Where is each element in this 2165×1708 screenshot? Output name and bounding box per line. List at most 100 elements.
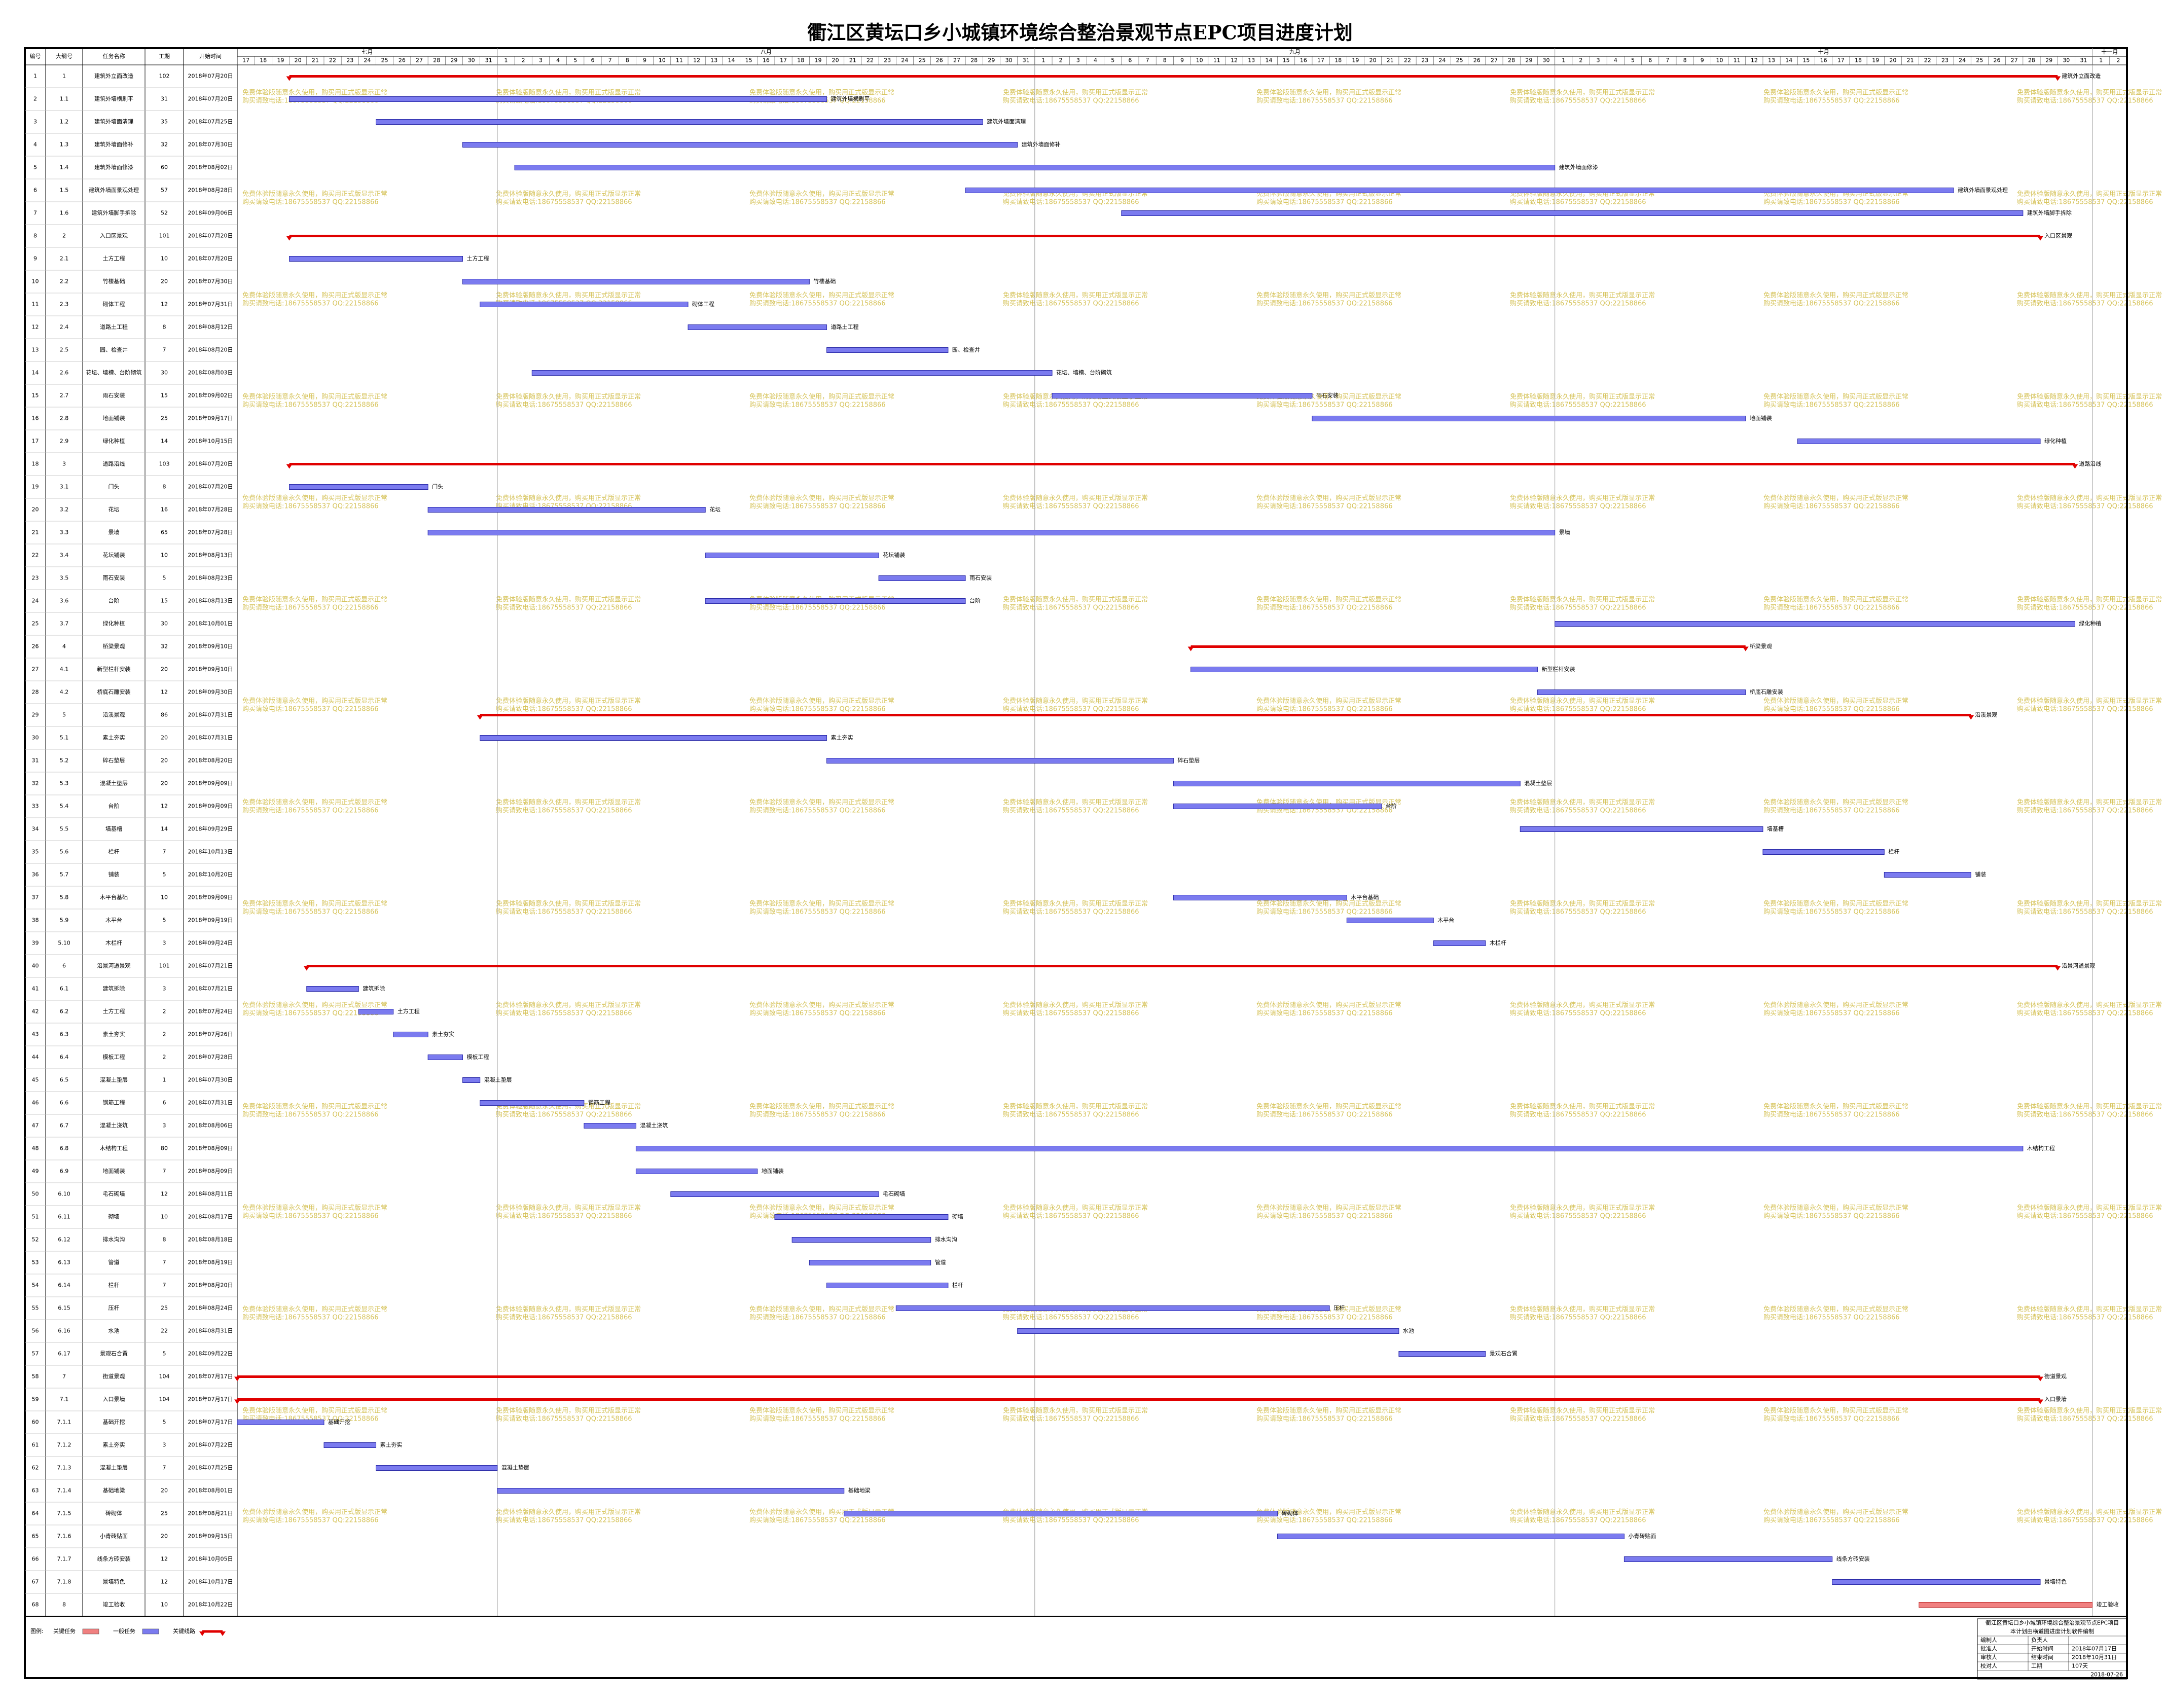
- cell-start: 2018年08月02日: [188, 164, 233, 171]
- cell-start: 2018年07月17日: [188, 1419, 233, 1426]
- watermark: 免费体验版随意永久使用，购买用正式版显示正常: [1003, 1407, 1148, 1415]
- cell-start: 2018年08月13日: [188, 552, 233, 559]
- day-label: 19: [1352, 57, 1359, 64]
- cell-id: 8: [33, 233, 37, 239]
- day-label: 3: [1076, 57, 1080, 64]
- cell-duration: 20: [161, 1487, 168, 1494]
- summary-end: [303, 966, 310, 971]
- cell-start: 2018年07月20日: [188, 95, 233, 102]
- day-label: 15: [745, 57, 752, 64]
- info-cell: 编制人: [1980, 1637, 1997, 1644]
- legend-label: 关键线路: [173, 1627, 195, 1634]
- cell-name: 景观石合置: [100, 1350, 128, 1357]
- day-label: 5: [573, 57, 577, 64]
- cell-wbs: 7.1.4: [57, 1487, 71, 1494]
- day-label: 25: [1976, 57, 1983, 64]
- cell-start: 2018年08月01日: [188, 1487, 233, 1494]
- day-label: 25: [381, 57, 388, 64]
- watermark: 免费体验版随意永久使用，购买用正式版显示正常: [2017, 697, 2162, 705]
- cell-duration: 102: [159, 73, 170, 80]
- info-project: 衢江区黄坛口乡小城镇环境综合整治景观节点EPC项目: [1986, 1619, 2119, 1626]
- cell-id: 3: [33, 119, 37, 125]
- watermark: 免费体验版随意永久使用，购买用正式版显示正常: [496, 494, 641, 502]
- day-label: 30: [468, 57, 475, 64]
- bar-label: 素土夯实: [432, 1031, 454, 1038]
- cell-wbs: 7.1.7: [57, 1556, 71, 1562]
- cell-start: 2018年10月05日: [188, 1555, 233, 1562]
- task-bar: [376, 1465, 498, 1471]
- cell-duration: 60: [161, 164, 168, 171]
- cell-name: 栏杆: [109, 1282, 120, 1289]
- cell-wbs: 7.1.1: [57, 1419, 71, 1426]
- watermark: 购买请致电话:18675558537 QQ:22158866: [1256, 1111, 1393, 1119]
- bar-label: 排水沟沟: [935, 1236, 957, 1243]
- summary-end: [1968, 715, 1974, 720]
- watermark: 免费体验版随意永久使用，购买用正式版显示正常: [1510, 1508, 1655, 1516]
- cell-id: 26: [32, 643, 39, 650]
- day-label: 14: [1265, 57, 1272, 64]
- cell-name: 素土夯实: [103, 734, 125, 741]
- cell-start: 2018年08月12日: [188, 323, 233, 331]
- cell-start: 2018年08月11日: [188, 1190, 233, 1197]
- bar-label: 桥底石雕安装: [1750, 688, 1783, 696]
- task-bar: [497, 1488, 845, 1494]
- info-cell: 审核人: [1980, 1654, 1997, 1661]
- cell-id: 55: [32, 1305, 39, 1312]
- task-bar: [462, 1077, 481, 1083]
- watermark: 免费体验版随意永久使用，购买用正式版显示正常: [1256, 1001, 1401, 1009]
- cell-id: 53: [32, 1259, 39, 1266]
- cell-id: 40: [32, 963, 39, 969]
- cell-id: 19: [32, 484, 39, 490]
- day-label: 6: [591, 57, 594, 64]
- bar-label: 入口区景观: [2044, 233, 2072, 239]
- task-bar: [809, 1260, 931, 1265]
- cell-id: 22: [32, 552, 39, 559]
- cell-name: 道路沿线: [103, 460, 125, 467]
- day-label: 24: [1959, 57, 1966, 64]
- day-label: 1: [1041, 57, 1045, 64]
- watermark: 免费体验版随意永久使用，购买用正式版显示正常: [2017, 190, 2162, 198]
- cell-wbs: 5.3: [60, 780, 69, 787]
- watermark: 购买请致电话:18675558537 QQ:22158866: [2017, 97, 2153, 105]
- cell-duration: 25: [161, 415, 168, 422]
- watermark: 免费体验版随意永久使用，购买用正式版显示正常: [2017, 1407, 2162, 1415]
- task-bar: [1277, 1534, 1625, 1539]
- bar-label: 新型栏杆安装: [1541, 666, 1575, 673]
- task-bar: [1797, 439, 2041, 444]
- cell-duration: 86: [161, 712, 168, 718]
- cell-start: 2018年10月15日: [188, 438, 233, 445]
- summary-end: [2054, 966, 2061, 971]
- cell-start: 2018年08月20日: [188, 1282, 233, 1289]
- cell-name: 建筑拆除: [103, 985, 125, 992]
- task-bar: [584, 1123, 636, 1129]
- bar-label: 墙基槽: [1767, 825, 1784, 832]
- watermark: 购买请致电话:18675558537 QQ:22158866: [1763, 705, 1900, 713]
- cell-duration: 2: [163, 1031, 166, 1038]
- watermark: 购买请致电话:18675558537 QQ:22158866: [1003, 1516, 1139, 1524]
- cell-name: 素土夯实: [103, 1441, 125, 1448]
- cell-start: 2018年09月10日: [188, 643, 233, 650]
- cell-duration: 22: [161, 1328, 168, 1334]
- bar-label: 木结构工程: [2027, 1145, 2055, 1152]
- cell-start: 2018年07月20日: [188, 483, 233, 490]
- task-bar: [480, 735, 827, 741]
- day-label: 31: [2080, 57, 2087, 64]
- watermark: 购买请致电话:18675558537 QQ:22158866: [1256, 705, 1393, 713]
- day-label: 18: [1334, 57, 1342, 64]
- bar-label: 建筑外墙面景观处理: [1958, 187, 2008, 194]
- cell-wbs: 5.5: [60, 826, 69, 832]
- day-label: 17: [1837, 57, 1845, 64]
- watermark: 免费体验版随意永久使用，购买用正式版显示正常: [1003, 900, 1148, 908]
- watermark: 免费体验版随意永久使用，购买用正式版显示正常: [1763, 1001, 1908, 1009]
- cell-id: 16: [32, 415, 39, 422]
- day-label: 12: [693, 57, 700, 64]
- day-label: 14: [1785, 57, 1792, 64]
- day-label: 4: [1094, 57, 1097, 64]
- cell-name: 台阶: [109, 597, 120, 604]
- cell-id: 58: [32, 1373, 39, 1380]
- cell-wbs: 2.5: [60, 347, 69, 353]
- cell-wbs: 7.1.5: [57, 1510, 71, 1517]
- cell-start: 2018年09月24日: [188, 939, 233, 947]
- cell-wbs: 5.2: [60, 757, 69, 764]
- day-label: 30: [1543, 57, 1550, 64]
